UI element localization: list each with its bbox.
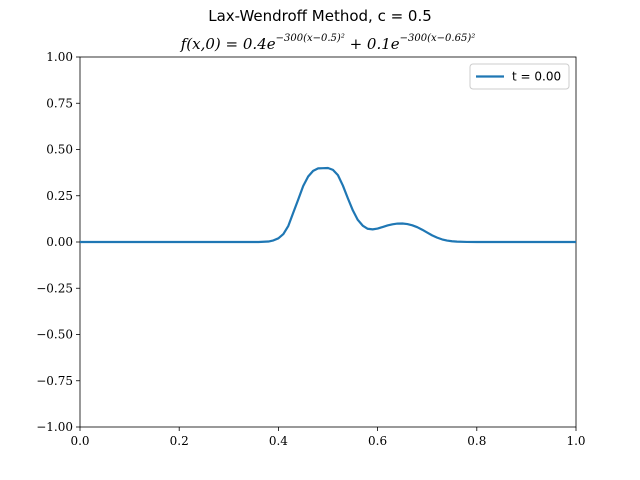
x-axis: 0.0 0.2 0.4 0.6 0.8 1.0 — [70, 427, 586, 448]
legend: t = 0.00 — [469, 63, 570, 90]
chart-title: Lax-Wendroff Method, c = 0.5 — [208, 7, 432, 25]
subtitle-exponent-1: −300(x−0.5)² — [276, 33, 345, 44]
x-tick-label: 0.6 — [368, 434, 387, 448]
y-tick-label: 0.00 — [46, 235, 73, 249]
legend-label: t = 0.00 — [512, 70, 561, 84]
chart-subtitle: f(x,0) = 0.4e−300(x−0.5)² + 0.1e−300(x−0… — [180, 33, 475, 53]
x-tick-label: 0.4 — [269, 434, 288, 448]
y-tick-label: 0.25 — [46, 189, 73, 203]
y-tick-label: −0.75 — [36, 374, 73, 388]
subtitle-exponent-2: −300(x−0.65)² — [400, 33, 476, 44]
x-tick-label: 1.0 — [566, 434, 585, 448]
series-line — [80, 166, 576, 244]
y-axis: −1.00 −0.75 −0.50 −0.25 0.00 0.25 0.50 0.75 1.00 — [36, 50, 80, 434]
y-tick-label: −0.25 — [36, 281, 73, 295]
y-tick-label: −0.50 — [36, 328, 73, 342]
x-tick-label: 0.8 — [467, 434, 486, 448]
legend-box — [469, 63, 570, 90]
subtitle-lhs: f(x,0) = 0.4e — [180, 35, 276, 53]
y-tick-label: 0.50 — [46, 143, 73, 157]
x-tick-label: 0.0 — [70, 434, 89, 448]
y-tick-label: 0.75 — [46, 96, 73, 110]
subtitle-mid: + 0.1e — [345, 35, 400, 53]
x-tick-label: 0.2 — [170, 434, 189, 448]
y-tick-label: −1.00 — [36, 420, 73, 434]
y-tick-label: 1.00 — [46, 50, 73, 64]
series-layer — [80, 166, 576, 244]
